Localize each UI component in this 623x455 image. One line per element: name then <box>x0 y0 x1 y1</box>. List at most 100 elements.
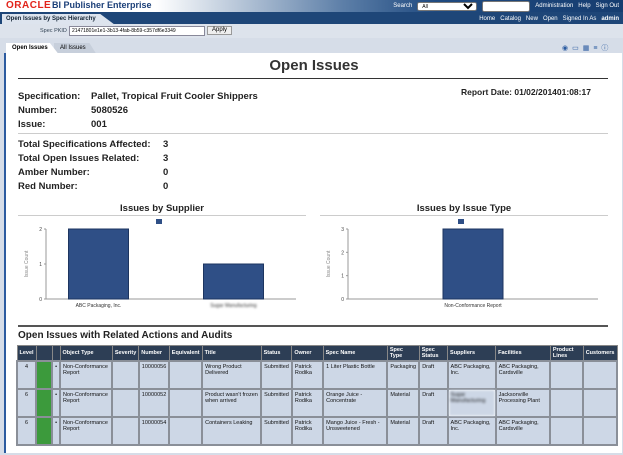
apply-button[interactable]: Apply <box>207 26 233 35</box>
bar <box>68 228 129 300</box>
table-cell: 10000052 <box>137 388 171 418</box>
spec-value: Pallet, Tropical Fruit Cooler Shippers <box>91 91 258 102</box>
table-cell: Containers Leaking <box>201 416 263 446</box>
column-header[interactable]: Product Lines <box>549 345 584 362</box>
report-panel: Open Issues Specification: Pallet, Tropi… <box>4 53 622 453</box>
column-header[interactable]: Equivalent <box>168 345 203 362</box>
table-title: Open Issues with Related Actions and Aud… <box>18 330 233 341</box>
legend-swatch <box>458 219 464 224</box>
open-menu[interactable]: Open <box>542 15 558 22</box>
column-header[interactable]: Suppliers <box>447 345 497 362</box>
sign-out-link[interactable]: Sign Out <box>595 3 619 9</box>
search-input[interactable] <box>482 0 531 12</box>
table-cell: 4 <box>15 360 38 390</box>
table-cell <box>549 416 585 446</box>
product-name: BI Publisher Enterprise <box>52 0 152 10</box>
table-cell <box>168 360 204 390</box>
table-cell: 1 Liter Plastic Bottle <box>322 360 389 390</box>
new-menu[interactable]: New <box>525 15 538 22</box>
table-cell: Non-Conformance Report <box>59 360 114 390</box>
chart-title-supplier: Issues by Supplier <box>120 203 204 214</box>
table-cell: • <box>51 360 62 390</box>
total-specs-value: 3 <box>163 139 169 150</box>
column-header[interactable]: Spec Status <box>418 345 449 362</box>
column-header[interactable]: Facilities <box>495 345 551 362</box>
table-cell: 6 <box>15 388 38 418</box>
table-cell: Draft <box>418 416 449 446</box>
column-header[interactable]: Spec Name <box>322 345 388 362</box>
table-cell: Patrick Rodika <box>290 360 325 390</box>
table-cell: ABC Packaging, Cardsville <box>494 360 552 390</box>
x-tick-label: Non-Conformance Report <box>444 303 502 309</box>
table-cell <box>582 360 618 390</box>
column-header[interactable]: Object Type <box>59 345 113 362</box>
column-header[interactable]: Spec Type <box>386 345 420 362</box>
table-cell: 10000056 <box>137 360 171 390</box>
table-cell <box>168 416 204 446</box>
divider <box>320 215 608 216</box>
column-header[interactable]: Status <box>260 345 293 362</box>
y-tick-label: 2 <box>39 227 42 233</box>
total-specs-label: Total Specifications Affected: <box>18 139 151 150</box>
divider <box>18 215 306 216</box>
table-cell: Sugar Manufacturing <box>446 388 497 418</box>
total-issues-value: 3 <box>163 153 169 164</box>
status-indicator <box>35 416 54 446</box>
y-tick-label: 0 <box>341 297 344 303</box>
table-row[interactable]: 6 • Non-Conformance Report 10000052 Product … <box>15 388 618 418</box>
nav-links: Home Catalog New Open Signed In As admin <box>479 14 619 23</box>
toolbar-icons[interactable]: ◉▭▦≡ⓘ <box>562 45 613 52</box>
table-cell: Packaging <box>386 360 421 390</box>
column-header[interactable] <box>51 345 61 362</box>
amber-label: Amber Number: <box>18 167 90 178</box>
table-cell: Jacksonville Processing Plant <box>494 388 552 418</box>
column-header[interactable]: Severity <box>111 345 140 362</box>
bar <box>442 228 504 300</box>
table-row[interactable]: 4 • Non-Conformance Report 10000056 Wrong Pr… <box>15 360 618 390</box>
column-header[interactable]: Number <box>138 345 170 362</box>
y-axis-label: Issue Count <box>24 250 30 277</box>
table-cell: ABC Packaging, Inc. <box>446 416 497 446</box>
oracle-logo: ORACLE <box>6 0 52 11</box>
table-cell: Non-Conformance Report <box>59 416 114 446</box>
search-scope-select[interactable]: All <box>417 1 478 11</box>
help-menu[interactable]: Help <box>578 3 591 9</box>
table-cell: Draft <box>418 360 449 390</box>
tab-all-issues[interactable]: All Issues <box>54 43 96 53</box>
table-cell: Draft <box>418 388 449 418</box>
column-header[interactable]: Title <box>201 345 262 362</box>
column-header[interactable]: Owner <box>291 345 324 362</box>
divider <box>18 325 608 327</box>
status-indicator <box>35 360 54 390</box>
table-cell: Material <box>386 416 421 446</box>
spec-pkid-input[interactable] <box>69 26 205 36</box>
column-header[interactable] <box>35 345 53 362</box>
issues-table: Level Object Type Severity Number Equivalent… <box>15 345 618 446</box>
table-cell <box>111 388 140 418</box>
column-header[interactable]: Customers <box>582 345 618 362</box>
table-cell: Material <box>386 388 421 418</box>
catalog-link[interactable]: Catalog <box>500 15 521 22</box>
report-title: Open Issues <box>269 57 359 74</box>
number-value: 5080526 <box>91 105 128 116</box>
table-cell: ABC Packaging, Cardsville <box>494 416 552 446</box>
table-cell <box>168 388 204 418</box>
divider <box>18 78 608 79</box>
table-cell <box>111 416 140 446</box>
table-cell: Patrick Rodika <box>290 416 325 446</box>
report-date: Report Date: 01/02/201401:08:17 <box>461 87 591 97</box>
tab-report[interactable]: Open Issues by Spec Hierarchy <box>2 14 114 24</box>
home-link[interactable]: Home <box>479 15 496 22</box>
user-menu[interactable]: admin <box>601 15 619 22</box>
search-label: Search <box>393 3 413 9</box>
chart-issues-by-supplier: 0 1 2 Issue Count ABC Packaging, Inc. Sugar M… <box>24 219 296 309</box>
table-cell: Non-Conformance Report <box>59 388 114 418</box>
tab-open-issues[interactable]: Open Issues <box>6 43 58 53</box>
column-header[interactable]: Level <box>16 345 37 362</box>
table-cell <box>549 388 585 418</box>
y-tick-label: 2 <box>341 250 344 256</box>
table-row[interactable]: 6 • Non-Conformance Report 10000054 Containe… <box>15 416 618 446</box>
x-tick-label: Sugar Manufacturing <box>210 303 257 309</box>
administration-link[interactable]: Administration <box>535 3 574 9</box>
y-tick-label: 1 <box>341 274 344 280</box>
